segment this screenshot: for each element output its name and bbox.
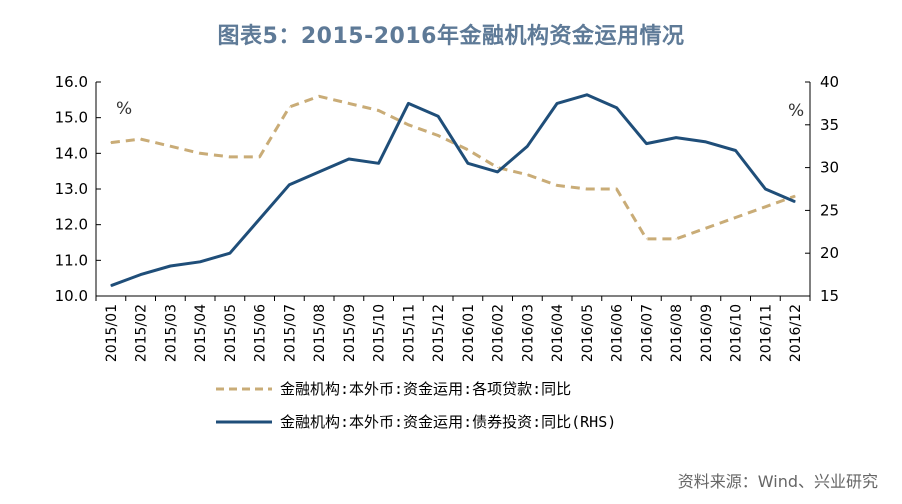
left-tick-label: 16.0 [55, 73, 88, 91]
data-point-loans [526, 174, 528, 176]
right-axis-unit: % [788, 101, 804, 121]
data-point-bonds [735, 149, 737, 151]
data-point-loans [616, 188, 618, 190]
left-tick-label: 14.0 [55, 144, 88, 162]
data-point-bonds [288, 184, 290, 186]
data-point-loans [705, 227, 707, 229]
chart-title: 图表5：2015-2016年金融机构资金运用情况 [217, 24, 685, 49]
left-tick-label: 12.0 [55, 216, 88, 234]
x-tick-label: 2016/12 [788, 304, 804, 362]
data-point-bonds [348, 158, 350, 160]
data-point-bonds [794, 201, 796, 203]
right-tick-label: 35 [820, 116, 839, 134]
data-point-loans [110, 142, 112, 144]
left-tick-label: 10.0 [55, 287, 88, 305]
x-tick-label: 2016/07 [639, 304, 655, 362]
source-note: 资料来源：Wind、兴业研究 [677, 472, 878, 491]
data-point-loans [378, 110, 380, 112]
right-tick-label: 15 [820, 287, 839, 305]
data-point-loans [497, 167, 499, 169]
chart-series [110, 93, 796, 288]
data-point-bonds [199, 261, 201, 263]
x-tick-label: 2016/10 [729, 304, 745, 362]
data-point-bonds [110, 285, 112, 287]
data-point-bonds [645, 143, 647, 145]
data-point-loans [437, 135, 439, 136]
x-tick-label: 2015/11 [401, 304, 417, 362]
data-point-loans [794, 195, 796, 197]
x-tick-label: 2015/08 [312, 304, 328, 362]
x-tick-label: 2016/05 [580, 304, 596, 362]
x-tick-label: 2015/10 [372, 304, 388, 362]
data-point-bonds [705, 141, 707, 143]
data-point-bonds [407, 102, 409, 104]
data-point-bonds [318, 171, 320, 173]
data-point-bonds [497, 171, 499, 173]
x-tick-label: 2015/12 [431, 304, 447, 362]
x-tick-label: 2015/07 [282, 304, 298, 362]
x-tick-label: 2016/11 [758, 304, 774, 362]
x-tick-label: 2016/02 [491, 304, 507, 362]
data-point-bonds [378, 162, 380, 164]
series-line-bonds [110, 93, 796, 288]
x-tick-label: 2016/04 [550, 304, 566, 362]
data-point-bonds [526, 145, 528, 147]
right-tick-label: 20 [820, 244, 839, 262]
x-tick-label: 2015/05 [223, 304, 239, 362]
data-point-loans [407, 124, 409, 126]
data-point-bonds [140, 274, 142, 276]
left-axis-unit: % [116, 99, 132, 119]
data-point-loans [288, 106, 290, 108]
data-point-bonds [467, 162, 469, 164]
x-tick-label: 2015/02 [134, 304, 150, 362]
data-point-bonds [616, 107, 618, 109]
data-point-loans [348, 102, 350, 104]
data-point-loans [259, 156, 261, 158]
data-point-bonds [556, 102, 558, 104]
data-point-bonds [586, 94, 588, 96]
left-tick-label: 15.0 [55, 109, 88, 127]
chart-axes: 10.0 11.0 12.0 13.0 14.0 15.0 16.0 15 20 25 30 35 40… [55, 73, 840, 362]
x-tick-label: 2015/01 [104, 304, 120, 362]
data-point-loans [229, 156, 231, 158]
data-point-loans [645, 238, 647, 240]
x-tick-label: 2016/09 [699, 304, 715, 362]
x-tick-label: 2015/04 [193, 304, 209, 362]
left-tick-label: 11.0 [55, 251, 88, 269]
data-point-loans [169, 145, 171, 147]
data-point-bonds [764, 188, 766, 190]
right-tick-label: 40 [820, 73, 839, 91]
legend-label-loans: 金融机构:本外币:资金运用:各项贷款:同比 [280, 380, 571, 398]
data-point-loans [675, 238, 677, 240]
left-tick-label: 13.0 [55, 180, 88, 198]
data-point-loans [318, 95, 320, 97]
data-point-loans [586, 188, 588, 190]
x-tick-label: 2016/06 [610, 304, 626, 362]
data-point-loans [199, 152, 201, 154]
x-tick-label: 2015/09 [342, 304, 358, 362]
x-tick-label: 2016/01 [461, 304, 477, 362]
x-tick-label: 2015/06 [253, 304, 269, 362]
data-point-loans [764, 206, 766, 208]
x-tick-label: 2016/03 [520, 304, 536, 362]
right-tick-label: 30 [820, 159, 839, 177]
data-point-loans [467, 149, 469, 151]
data-point-loans [556, 184, 558, 186]
x-tick-label: 2015/03 [163, 304, 179, 362]
data-point-bonds [229, 252, 231, 254]
data-point-loans [735, 217, 737, 219]
data-point-bonds [437, 115, 439, 117]
x-tick-label: 2016/08 [669, 304, 685, 362]
data-point-bonds [259, 218, 261, 220]
chart-legend: 金融机构:本外币:资金运用:各项贷款:同比 金融机构:本外币:资金运用:债券投资… [216, 380, 616, 431]
data-point-loans [140, 138, 142, 140]
legend-label-bonds: 金融机构:本外币:资金运用:债券投资:同比(RHS) [280, 413, 616, 431]
data-point-bonds [169, 265, 171, 267]
data-point-bonds [675, 137, 677, 139]
right-tick-label: 25 [820, 201, 839, 219]
series-line-loans [110, 94, 796, 241]
